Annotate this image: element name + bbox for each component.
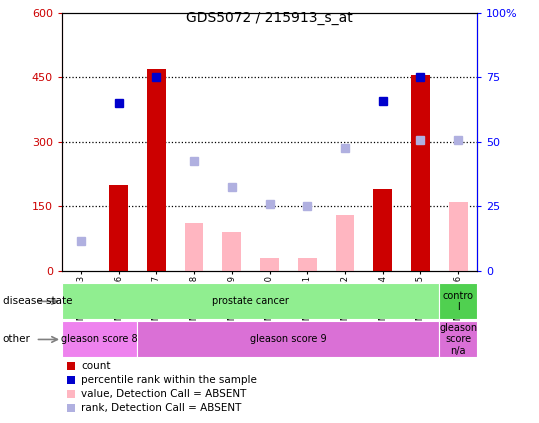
Bar — [335, 215, 355, 271]
Bar — [109, 185, 128, 271]
Text: contro
l: contro l — [443, 291, 474, 312]
Bar — [222, 232, 241, 271]
Text: percentile rank within the sample: percentile rank within the sample — [81, 375, 257, 385]
Text: gleason score 8: gleason score 8 — [61, 335, 138, 344]
Bar — [184, 223, 204, 271]
Bar — [373, 189, 392, 271]
Text: gleason score 9: gleason score 9 — [250, 335, 327, 344]
Bar — [448, 202, 467, 271]
Text: count: count — [81, 361, 111, 371]
Bar — [439, 321, 477, 357]
Text: value, Detection Call = ABSENT: value, Detection Call = ABSENT — [81, 389, 247, 399]
Bar — [147, 69, 166, 271]
Text: gleason
score
n/a: gleason score n/a — [439, 323, 477, 356]
Text: rank, Detection Call = ABSENT: rank, Detection Call = ABSENT — [81, 403, 242, 413]
Bar — [62, 321, 137, 357]
Bar — [439, 283, 477, 319]
Text: other: other — [3, 335, 31, 344]
Text: GDS5072 / 215913_s_at: GDS5072 / 215913_s_at — [186, 11, 353, 25]
Bar — [137, 321, 439, 357]
Bar — [260, 258, 279, 271]
Bar — [411, 75, 430, 271]
Text: prostate cancer: prostate cancer — [212, 297, 289, 306]
Text: disease state: disease state — [3, 297, 72, 306]
Bar — [298, 258, 317, 271]
